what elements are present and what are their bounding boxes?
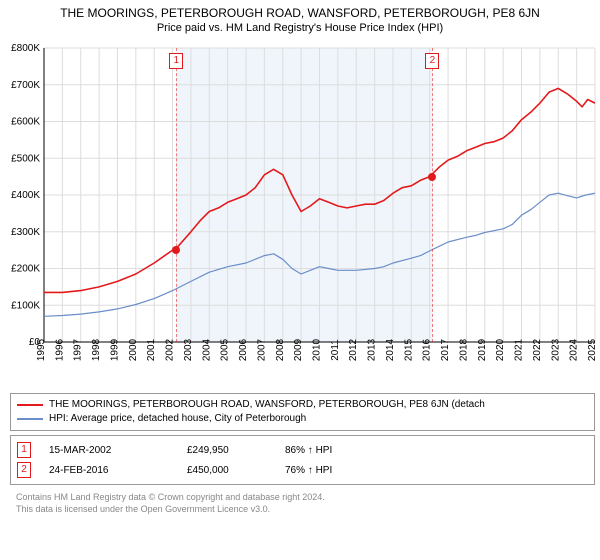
legend-label-subject: THE MOORINGS, PETERBOROUGH ROAD, WANSFOR… (49, 398, 485, 412)
line-chart-svg: £0£100K£200K£300K£400K£500K£600K£700K£80… (0, 42, 598, 387)
sale-vline (432, 48, 433, 342)
chart-container: THE MOORINGS, PETERBOROUGH ROAD, WANSFOR… (0, 0, 600, 518)
sale-date: 15-MAR-2002 (49, 445, 169, 456)
sale-point (428, 173, 436, 181)
sale-price: £249,950 (187, 445, 267, 456)
chart-subtitle: Price paid vs. HM Land Registry's House … (0, 22, 600, 42)
sale-pct: 86% ↑ HPI (285, 445, 395, 456)
sale-vline (176, 48, 177, 342)
sale-marker-badge: 1 (169, 53, 183, 69)
legend-box: THE MOORINGS, PETERBOROUGH ROAD, WANSFOR… (10, 393, 595, 431)
page-title: THE MOORINGS, PETERBOROUGH ROAD, WANSFOR… (0, 0, 600, 22)
sales-table: 1 15-MAR-2002 £249,950 86% ↑ HPI 2 24-FE… (10, 435, 595, 485)
legend-swatch-subject (17, 404, 43, 406)
sale-point (172, 246, 180, 254)
sale-marker-badge: 2 (425, 53, 439, 69)
attribution-line: This data is licensed under the Open Gov… (16, 504, 589, 516)
sales-row: 2 24-FEB-2016 £450,000 76% ↑ HPI (17, 460, 588, 480)
sale-price: £450,000 (187, 465, 267, 476)
legend-item-hpi: HPI: Average price, detached house, City… (17, 412, 588, 426)
svg-text:£500K: £500K (11, 153, 40, 164)
attribution: Contains HM Land Registry data © Crown c… (10, 489, 595, 518)
sale-index-badge: 1 (17, 442, 31, 458)
svg-text:£700K: £700K (11, 80, 40, 91)
attribution-line: Contains HM Land Registry data © Crown c… (16, 492, 589, 504)
sales-row: 1 15-MAR-2002 £249,950 86% ↑ HPI (17, 440, 588, 460)
svg-text:£200K: £200K (11, 264, 40, 275)
svg-text:£300K: £300K (11, 227, 40, 238)
svg-text:£800K: £800K (11, 43, 40, 54)
svg-text:£600K: £600K (11, 117, 40, 128)
sale-index-badge: 2 (17, 462, 31, 478)
svg-text:£100K: £100K (11, 300, 40, 311)
legend-label-hpi: HPI: Average price, detached house, City… (49, 412, 306, 426)
sale-pct: 76% ↑ HPI (285, 465, 395, 476)
legend-swatch-hpi (17, 418, 43, 420)
svg-text:£400K: £400K (11, 190, 40, 201)
chart-area: £0£100K£200K£300K£400K£500K£600K£700K£80… (0, 42, 598, 387)
sale-date: 24-FEB-2016 (49, 465, 169, 476)
legend-item-subject: THE MOORINGS, PETERBOROUGH ROAD, WANSFOR… (17, 398, 588, 412)
